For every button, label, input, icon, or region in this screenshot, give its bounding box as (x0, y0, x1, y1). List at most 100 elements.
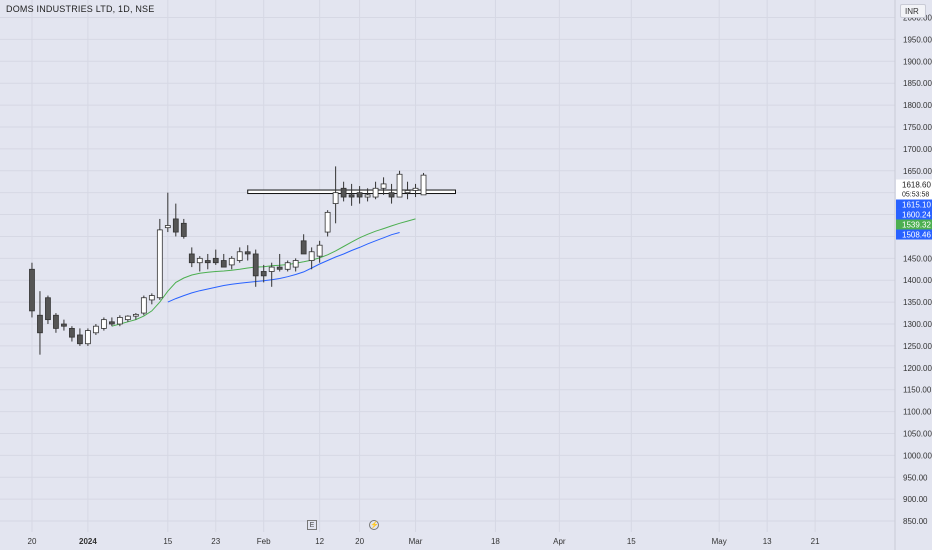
time-tick-label: 18 (491, 537, 500, 546)
candle-down (356, 192, 363, 198)
countdown-text: 05:53:58 (902, 192, 929, 199)
candle-up (380, 183, 387, 189)
candle-up (412, 187, 419, 191)
candle-up (228, 257, 235, 266)
time-tick-label: 13 (763, 537, 772, 546)
candle-up (140, 297, 147, 314)
price-tick-label: 1950.00 (903, 35, 932, 44)
candle-up (85, 330, 91, 345)
candle-up (124, 315, 131, 321)
price-tick-label: 1900.00 (903, 57, 932, 66)
candle-up (292, 260, 299, 268)
candle-down (220, 260, 227, 268)
candle-down (77, 334, 83, 345)
time-tick-label: 15 (163, 537, 172, 546)
candle-down (260, 271, 267, 277)
price-label-text: 1615.10 (902, 201, 931, 210)
time-axis: 20 2024 15 23 Feb 12 20 Mar 18 Apr 15 May 13 21 (28, 537, 821, 546)
candlestick-series (29, 166, 427, 355)
price-tick-label: 1050.00 (903, 429, 932, 438)
price-label-text: 1600.24 (902, 211, 931, 220)
candle-down (204, 260, 211, 264)
candle-up (236, 251, 243, 261)
price-label-text: 1539.32 (902, 221, 931, 230)
price-label-box (896, 219, 932, 230)
dividend-event-icon[interactable]: ⚡ (369, 520, 379, 530)
time-tick-label: 20 (28, 537, 37, 546)
candle-down (212, 257, 219, 264)
price-tick-label: 1100.00 (903, 408, 932, 417)
candle-down (188, 253, 195, 264)
candle-down (108, 321, 115, 325)
candle-up (156, 229, 163, 299)
price-tick-label: 1350.00 (903, 298, 932, 307)
price-labels: 1618.60 05:53:58 1615.101600.241539.321508… (896, 179, 932, 240)
chart-grid (0, 0, 896, 550)
price-tick-label: 1400.00 (903, 276, 932, 285)
candle-up (324, 211, 331, 233)
candle-down (180, 222, 187, 237)
candle-up (132, 313, 139, 317)
time-tick-label: 20 (355, 537, 364, 546)
candle-down (276, 266, 283, 270)
time-tick-label: 21 (811, 537, 820, 546)
candle-down (172, 218, 179, 233)
candle-up (420, 174, 427, 196)
ema-long-line (167, 232, 400, 303)
price-tick-label: 1700.00 (903, 145, 932, 154)
candle-down (69, 327, 75, 338)
price-tick-label: 1250.00 (903, 342, 932, 351)
time-tick-label: 23 (211, 537, 220, 546)
price-tick-label: 1850.00 (903, 79, 932, 88)
candle-down (45, 297, 51, 321)
price-tick-label: 1000.00 (903, 451, 932, 460)
price-tick-label: 1300.00 (903, 320, 932, 329)
time-tick-label: May (712, 537, 727, 546)
candle-up (284, 262, 291, 270)
price-tick-label: 1450.00 (903, 254, 932, 263)
candle-up (308, 251, 315, 261)
symbol-title[interactable]: DOMS INDUSTRIES LTD, 1D, NSE (6, 4, 155, 14)
time-tick-label: Mar (409, 537, 423, 546)
candle-up (116, 317, 123, 325)
candle-down (340, 187, 347, 198)
time-tick-label: 12 (315, 537, 324, 546)
candle-up (316, 244, 323, 257)
earnings-event-icon[interactable]: E (307, 520, 317, 530)
price-label-box (896, 199, 932, 210)
price-label-text: 1618.60 (902, 181, 931, 190)
candle-up (372, 187, 379, 198)
price-tick-label: 950.00 (903, 473, 928, 482)
price-tick-label: 850.00 (903, 517, 928, 526)
price-label-box (896, 179, 932, 200)
candle-down (53, 314, 59, 329)
price-tick-label: 1750.00 (903, 123, 932, 132)
price-label-text: 1508.46 (902, 231, 931, 240)
price-tick-label: 900.00 (903, 495, 928, 504)
candle-up (268, 266, 275, 272)
time-tick-label: 2024 (79, 537, 97, 546)
time-tick-label: Feb (257, 537, 271, 546)
price-label-box (896, 209, 932, 220)
candle-down (244, 251, 251, 255)
candle-up (404, 190, 411, 194)
candle-up (332, 192, 339, 205)
candle-up (164, 225, 171, 229)
time-tick-label: Apr (553, 537, 566, 546)
time-tick-label: 15 (627, 537, 636, 546)
price-label-box (896, 229, 932, 240)
currency-button[interactable]: INR (900, 4, 926, 18)
price-axis: 850.00 900.00 950.00 1000.00 1050.00 1100.00 1… (903, 14, 932, 527)
candle-up (101, 319, 107, 329)
candle-down (61, 323, 67, 327)
price-tick-label: 1200.00 (903, 364, 932, 373)
candle-down (300, 240, 307, 255)
candle-up (396, 173, 403, 198)
price-tick-label: 1800.00 (903, 101, 932, 110)
candle-up (364, 194, 371, 198)
candle-down (29, 268, 35, 312)
candle-up (196, 257, 203, 264)
price-tick-label: 2000.00 (903, 14, 932, 23)
candle-down (348, 194, 355, 198)
